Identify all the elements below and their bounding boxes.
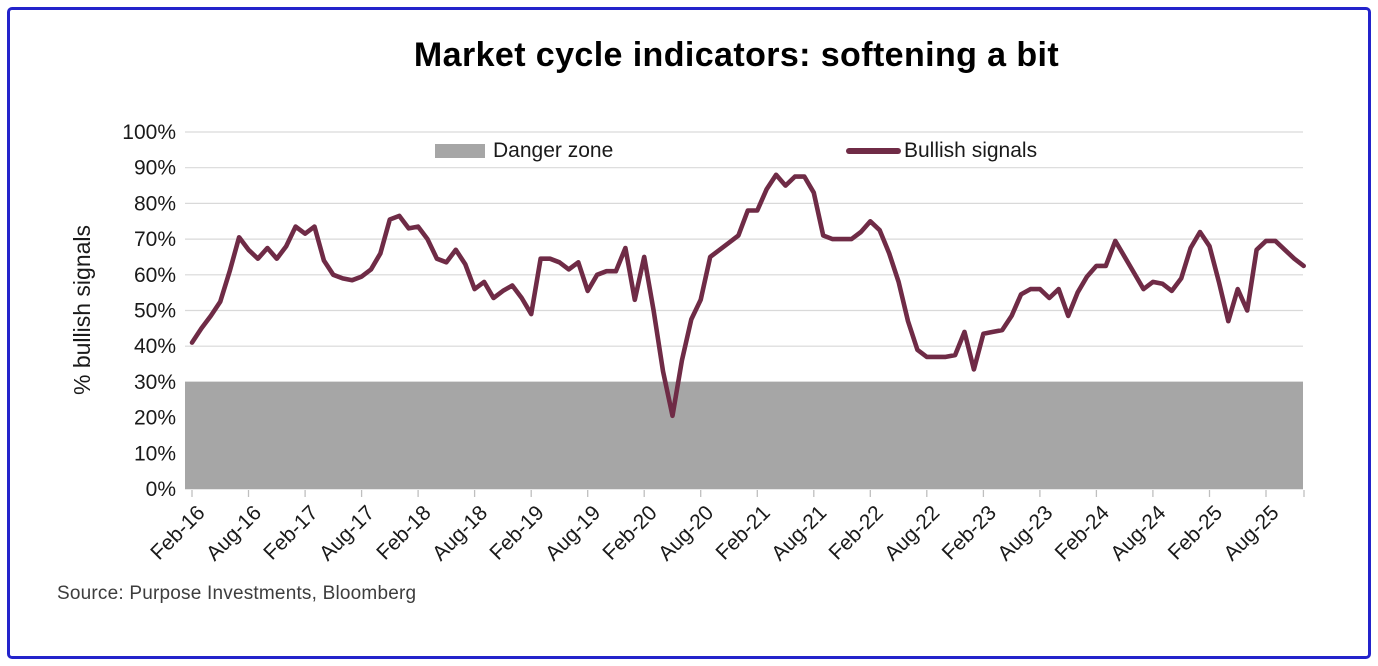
y-tick-label: 50% [134,300,176,323]
chart-title: Market cycle indicators: softening a bit [413,36,1060,74]
x-tick-label: Aug-21 [767,501,831,565]
x-tick-label: Feb-25 [1164,501,1227,564]
x-tick-label: Aug-20 [654,501,718,565]
x-tick-label: Feb-22 [825,501,888,564]
x-tick-label: Feb-21 [712,501,775,564]
x-tick-label: Aug-19 [541,501,605,565]
x-tick-label: Aug-25 [1219,501,1283,565]
x-tick-label: Feb-19 [485,501,548,564]
y-axis-title: % bullish signals [69,225,95,395]
legend-label-danger-zone: Danger zone [493,139,614,162]
y-tick-label: 30% [134,371,176,394]
x-tick-label: Aug-24 [1106,501,1170,565]
y-tick-label: 40% [134,335,176,358]
x-tick-label: Aug-22 [880,501,944,565]
x-tick-label: Aug-17 [315,501,379,565]
y-tick-label: 0% [146,478,176,501]
y-tick-label: 20% [134,407,176,430]
x-tick-label: Feb-16 [146,501,209,564]
y-tick-label: 80% [134,192,176,215]
y-tick-label: 70% [134,228,176,251]
bullish-signals-line [189,172,1306,419]
x-tick-label: Feb-23 [938,501,1001,564]
legend-item-bullish-signals: Bullish signals [846,139,1037,163]
y-tick-label: 100% [122,121,176,144]
x-tick-label: Feb-20 [598,501,661,564]
y-tick-label: 10% [134,442,176,465]
x-tick-label: Aug-18 [428,501,492,565]
danger-zone-band [185,381,1303,489]
danger-zone-swatch-icon [435,144,485,158]
legend-item-danger-zone: Danger zone [435,139,613,163]
x-tick-label: Feb-18 [372,501,435,564]
y-tick-label: 60% [134,264,176,287]
x-tick-label: Aug-23 [993,501,1057,565]
x-tick-label: Feb-17 [259,501,322,564]
y-tick-label: 90% [134,157,176,180]
x-tick-label: Aug-16 [202,501,266,565]
bullish-line-swatch-icon [846,148,901,154]
x-tick-label: Feb-24 [1051,501,1115,565]
source-note: Source: Purpose Investments, Bloomberg [57,583,417,604]
legend-label-bullish-signals: Bullish signals [904,139,1038,162]
